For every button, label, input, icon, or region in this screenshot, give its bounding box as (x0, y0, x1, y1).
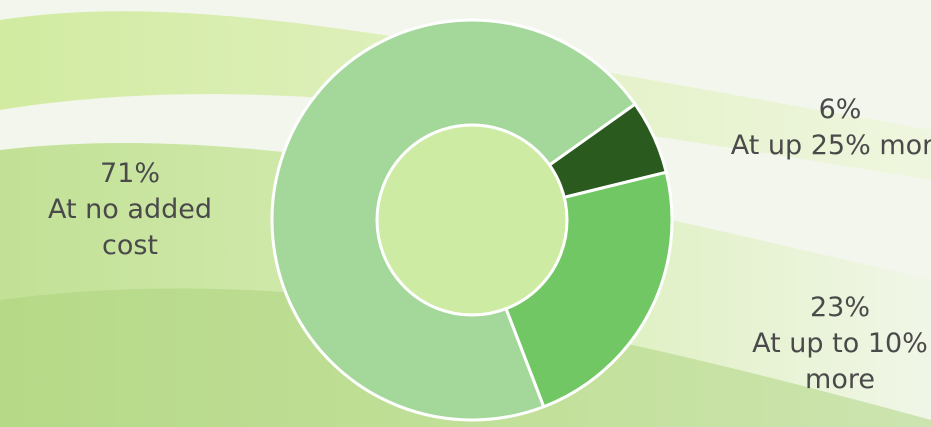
value-label: 23% (809, 292, 870, 323)
data-label: 71% At no added cost (10, 156, 250, 264)
value-label: 71% (99, 158, 160, 189)
category-label: At no added cost (48, 194, 212, 261)
data-label: 23% At up to 10% more (720, 290, 931, 398)
data-label: 6% At up 25% more (720, 92, 931, 164)
value-label: 6% (818, 94, 862, 125)
donut-hole (375, 123, 569, 317)
category-label: At up 25% more (730, 130, 931, 161)
category-label: At up to 10% more (752, 328, 928, 395)
